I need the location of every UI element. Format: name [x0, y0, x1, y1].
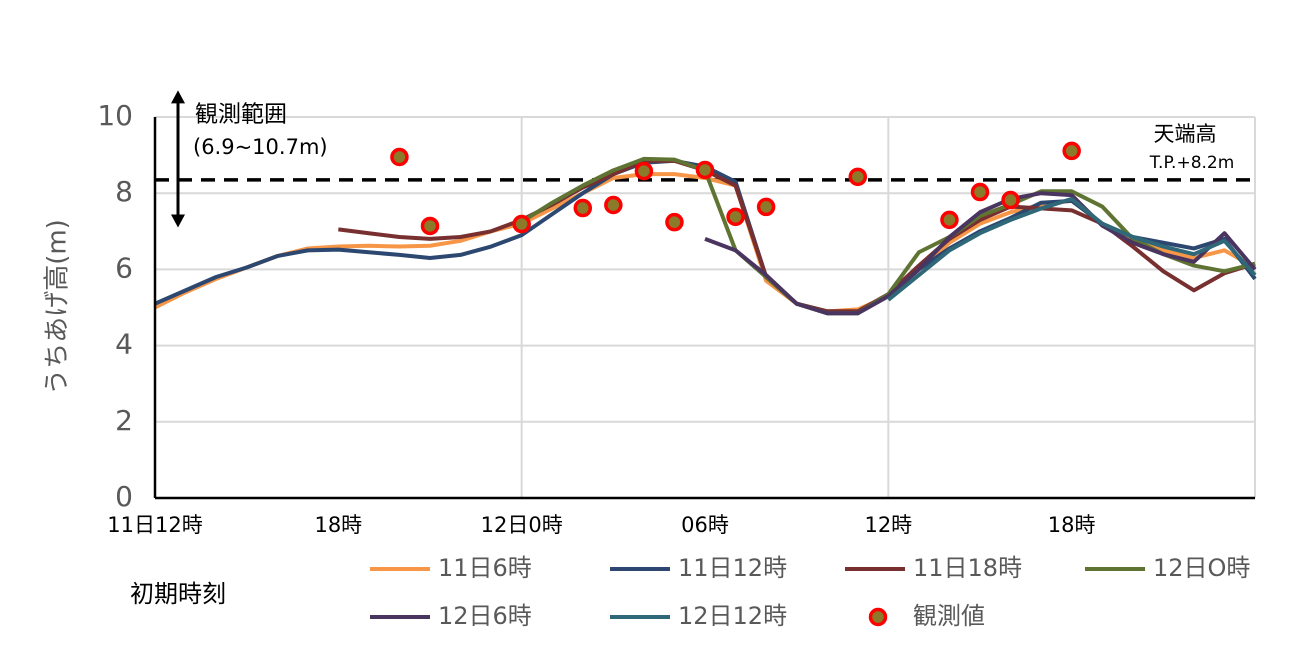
- legend-swatch: [868, 607, 888, 627]
- threshold-sublabel: T.P.+8.2m: [1149, 153, 1235, 173]
- x-tick-label: 12日0時: [481, 513, 563, 537]
- series-line: [154, 172, 1256, 314]
- observed-point: [1001, 190, 1020, 210]
- legend-label: 11日18時: [913, 554, 1022, 582]
- y-tick-label: 10: [97, 99, 133, 132]
- y-tick-label: 0: [115, 480, 133, 513]
- range-label: 観測範囲: [195, 102, 287, 128]
- x-tick-label: 18時: [314, 513, 362, 537]
- y-tick-label: 8: [115, 175, 133, 208]
- observed-point: [604, 195, 623, 215]
- range-sublabel: (6.9~10.7m): [193, 135, 328, 159]
- observed-point: [390, 147, 409, 167]
- observed-point: [512, 214, 531, 234]
- legend-title: 初期時刻: [130, 580, 226, 608]
- observed-point: [573, 198, 593, 218]
- observed-point: [940, 210, 959, 230]
- threshold-label: 天端高: [1154, 122, 1217, 146]
- observed-point: [695, 160, 715, 180]
- y-tick-label: 4: [115, 328, 133, 361]
- observed-point: [665, 212, 684, 232]
- observed-point: [848, 167, 868, 187]
- legend-label: 12日6時: [438, 602, 532, 630]
- observed-point: [634, 161, 654, 181]
- legend-label: 11日12時: [678, 554, 787, 582]
- x-tick-label: 06時: [681, 513, 729, 537]
- x-tick-label: 12時: [864, 513, 912, 537]
- legend-label: 観測値: [913, 602, 985, 630]
- series-line: [704, 191, 1257, 316]
- y-tick-label: 6: [115, 251, 133, 284]
- x-tick-label: 18時: [1048, 513, 1096, 537]
- legend-label: 11日6時: [438, 554, 532, 582]
- legend-label: 12日12時: [678, 602, 787, 630]
- observed-point: [970, 182, 990, 202]
- arrow-head: [171, 214, 185, 228]
- y-axis-label: うちあげ高(m): [43, 219, 73, 395]
- arrow-head: [171, 90, 185, 104]
- observed-point: [1062, 141, 1081, 161]
- observed-point: [726, 207, 745, 227]
- legend-label: 12日O時: [1153, 554, 1250, 582]
- series-line: [154, 158, 1257, 316]
- observed-point: [756, 197, 776, 217]
- x-tick-label: 11日12時: [107, 513, 202, 537]
- y-tick-label: 2: [115, 404, 133, 437]
- series-line: [887, 196, 1257, 302]
- observed-point: [420, 216, 440, 236]
